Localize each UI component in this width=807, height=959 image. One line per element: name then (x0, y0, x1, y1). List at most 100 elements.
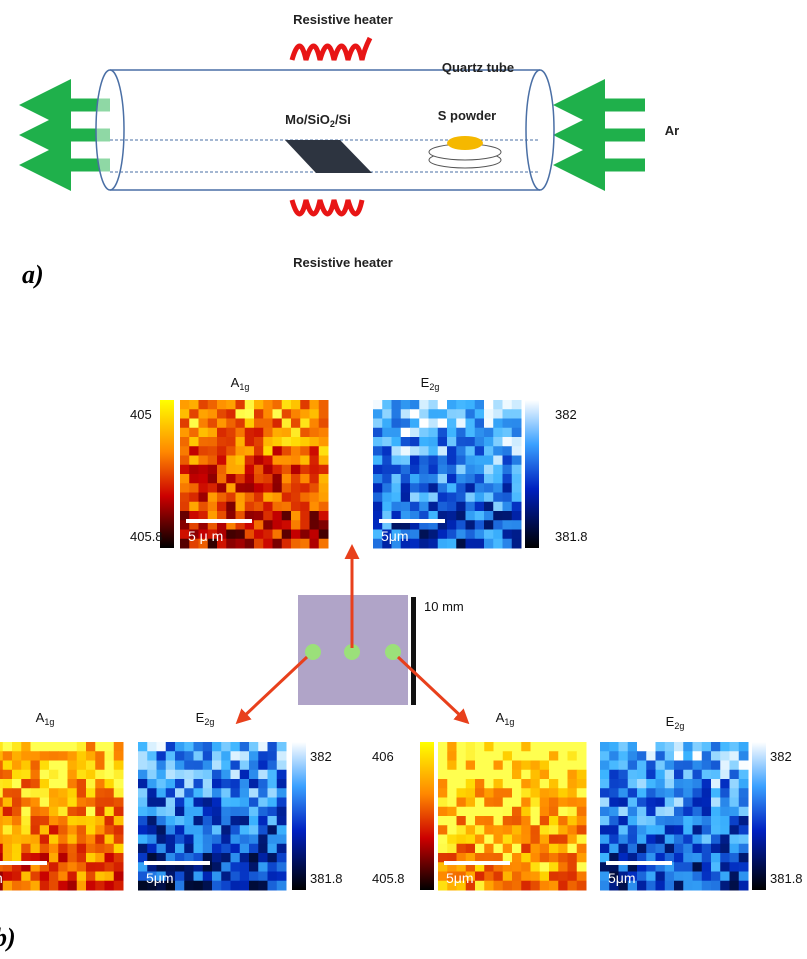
pixel (3, 798, 13, 808)
pixel (456, 520, 466, 530)
pixel (212, 844, 222, 854)
pixel (310, 511, 320, 521)
pixel (503, 770, 513, 780)
pixel (203, 770, 213, 780)
pixel (86, 807, 96, 817)
pixel (258, 788, 268, 798)
pixel (609, 779, 619, 789)
pixel (646, 825, 656, 835)
pixel (730, 779, 740, 789)
pixel (221, 742, 231, 752)
pixel (249, 816, 259, 826)
pixel (438, 409, 448, 419)
pixel (549, 825, 559, 835)
pixel (240, 825, 250, 835)
pixel (300, 409, 310, 419)
pixel (77, 788, 87, 798)
pixel (226, 502, 236, 512)
pixel (194, 779, 204, 789)
pixel (40, 807, 50, 817)
pixel (512, 779, 522, 789)
pixel (494, 881, 504, 891)
pixel (466, 770, 476, 780)
pixel (568, 844, 578, 854)
pixel (503, 493, 513, 503)
pixel (475, 493, 485, 503)
pixel (273, 530, 283, 540)
pixel (86, 816, 96, 826)
pixel (531, 798, 541, 808)
pixel (249, 881, 259, 891)
pixel (419, 465, 429, 475)
pixel (720, 770, 730, 780)
pixel (221, 788, 231, 798)
text: E (666, 714, 675, 729)
pixel (240, 779, 250, 789)
pixel (730, 751, 740, 761)
pixel (702, 742, 712, 752)
pixel (68, 835, 78, 845)
pixel (646, 770, 656, 780)
pixel (484, 530, 494, 540)
pixel (147, 770, 157, 780)
pixel (558, 881, 568, 891)
pixel (277, 881, 287, 891)
pixel (447, 465, 457, 475)
pixel (521, 816, 531, 826)
pixel (628, 742, 638, 752)
pixel (249, 844, 259, 854)
pixel (300, 446, 310, 456)
pixel (208, 419, 218, 429)
pixel (114, 881, 124, 891)
pixel (711, 862, 721, 872)
pixel (503, 409, 513, 419)
pixel (568, 853, 578, 863)
pixel (157, 825, 167, 835)
pixel (212, 862, 222, 872)
pixel (166, 751, 176, 761)
pixel (277, 742, 287, 752)
pixel (157, 807, 167, 817)
pixel (208, 437, 218, 447)
pixel (175, 761, 185, 771)
pixel (438, 751, 448, 761)
pixel (503, 530, 513, 540)
pixel (447, 844, 457, 854)
pixel (180, 419, 190, 429)
pixel (180, 493, 190, 503)
pixel (665, 751, 675, 761)
pixel (475, 788, 485, 798)
pixel (382, 409, 392, 419)
pixel (180, 502, 190, 512)
pixel (739, 835, 749, 845)
pixel (268, 788, 278, 798)
pixel (512, 428, 522, 438)
pixel (683, 835, 693, 845)
pixel (503, 465, 513, 475)
pixel (739, 825, 749, 835)
heatmap (138, 742, 287, 891)
pixel (282, 539, 292, 549)
pixel (568, 825, 578, 835)
pixel (466, 465, 476, 475)
pixel (184, 881, 194, 891)
pixel (456, 446, 466, 456)
pixel (114, 844, 124, 854)
pixel (268, 881, 278, 891)
pixel (628, 844, 638, 854)
pixel (236, 465, 246, 475)
pixel (484, 798, 494, 808)
pixel (609, 742, 619, 752)
pixel (105, 788, 115, 798)
pixel (300, 465, 310, 475)
pixel (21, 788, 31, 798)
pixel (637, 798, 647, 808)
pixel (466, 788, 476, 798)
pixel (226, 419, 236, 429)
pixel (438, 844, 448, 854)
pixel (40, 825, 50, 835)
pixel (512, 409, 522, 419)
pixel (231, 798, 241, 808)
pixel (31, 825, 41, 835)
pixel (319, 474, 329, 484)
